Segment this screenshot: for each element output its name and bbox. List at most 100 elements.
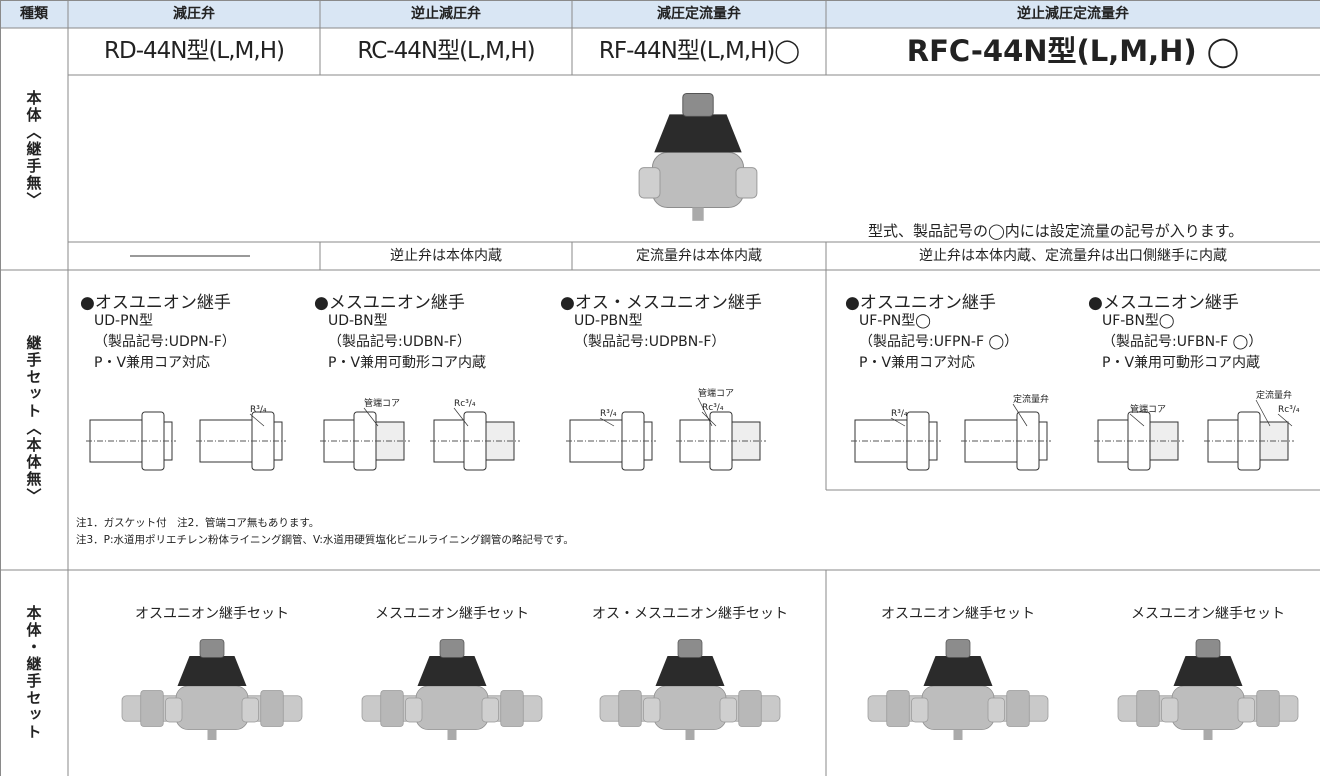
set-title: メスユニオン継手セット <box>1131 606 1285 622</box>
fitting-diagram: R³/₄ 管端コア Rc³/₄ <box>566 387 766 471</box>
dome <box>417 656 487 686</box>
joint-line: UF-PN型◯ <box>859 313 931 329</box>
set-title: オス・メスユニオン継手セット <box>592 606 788 622</box>
port <box>1161 697 1179 723</box>
dome <box>177 656 247 686</box>
leader <box>1277 413 1293 427</box>
cap <box>682 93 714 117</box>
set-title: オスユニオン継手セット <box>135 606 289 622</box>
diagram-label: Rc³/₄ <box>1278 405 1300 415</box>
valve-image <box>361 639 543 740</box>
port <box>643 697 661 723</box>
valve-body <box>653 685 727 730</box>
joint-line: （製品記号:UDBN-F） <box>328 334 471 350</box>
valve-image <box>638 93 758 221</box>
model-name: RFC-44N型(L,M,H) ◯ <box>906 34 1240 68</box>
dome <box>1173 656 1243 686</box>
port <box>481 697 499 723</box>
leader <box>453 407 469 427</box>
cap <box>199 639 225 658</box>
valve-body <box>651 151 745 208</box>
nut <box>886 690 910 727</box>
joint-title: ●オス・メスユニオン継手 <box>560 293 762 313</box>
diagram-label: 管端コア <box>364 397 400 409</box>
joint-line: P・V兼用可動形コア内蔵 <box>1102 355 1261 371</box>
leader <box>1012 403 1028 427</box>
diagram-label: Rc³/₄ <box>702 403 724 413</box>
port <box>1237 697 1255 723</box>
leader <box>1129 413 1145 427</box>
joint-line: （製品記号:UFPN-F ◯） <box>859 334 1019 350</box>
diagram-label: R³/₄ <box>600 409 617 419</box>
cap <box>439 639 465 658</box>
joint-title: ●オスユニオン継手 <box>80 293 231 313</box>
note: 注1．ガスケット付 注2．管端コア無もあります。 <box>76 517 320 529</box>
section-label: 本体・継手セット <box>24 605 43 741</box>
column-header: 逆止減圧弁 <box>411 6 481 22</box>
column-header: 逆止減圧定流量弁 <box>1017 6 1129 22</box>
column-header: 減圧弁 <box>173 6 215 22</box>
port <box>241 697 259 723</box>
column-header: 減圧定流量弁 <box>657 6 741 22</box>
joint-title: ●メスユニオン継手 <box>314 293 465 313</box>
stem <box>1203 729 1213 740</box>
valve-image <box>121 639 303 740</box>
nut <box>738 690 762 727</box>
image-note: 型式、製品記号の◯内には設定流量の記号が入ります。 <box>868 222 1244 240</box>
set-title: オスユニオン継手セット <box>881 606 1035 622</box>
nut <box>260 690 284 727</box>
port <box>911 697 929 723</box>
nut <box>140 690 164 727</box>
fitting-part <box>323 419 355 463</box>
joint-line: （製品記号:UDPN-F） <box>94 334 236 350</box>
feature: 逆止弁は本体内蔵、定流量弁は出口側継手に内蔵 <box>919 248 1227 264</box>
cap <box>1195 639 1221 658</box>
model-name: RD-44N型(L,M,H) <box>104 38 285 64</box>
set-title: メスユニオン継手セット <box>375 606 529 622</box>
section-label: 継手セット〈本体無〉 <box>24 335 43 505</box>
fitting-diagram: R³/₄ 定流量弁 <box>851 393 1051 471</box>
port <box>638 167 661 199</box>
dome <box>654 114 742 153</box>
valve-body <box>921 685 995 730</box>
joint-line: P・V兼用可動形コア内蔵 <box>328 355 487 371</box>
leader <box>249 413 265 427</box>
cap <box>677 639 703 658</box>
fitting-diagram: 管端コア 定流量弁 Rc³/₄ <box>1094 389 1300 471</box>
nut <box>380 690 404 727</box>
diagram-label: 定流量弁 <box>1256 389 1292 401</box>
diagram-label: 管端コア <box>1130 403 1166 415</box>
leader <box>1255 399 1271 427</box>
valve-image <box>867 639 1049 740</box>
stem <box>685 729 695 740</box>
nut <box>618 690 642 727</box>
valve-body <box>415 685 489 730</box>
stem <box>692 207 704 221</box>
dome <box>655 656 725 686</box>
port <box>405 697 423 723</box>
joint-line: UD-PN型 <box>94 313 153 329</box>
nut <box>1256 690 1280 727</box>
leader <box>701 411 717 427</box>
fitting-diagram: 管端コア Rc³/₄ <box>320 397 520 471</box>
diagram-label: 管端コア <box>698 387 734 399</box>
port <box>987 697 1005 723</box>
diagram-label: R³/₄ <box>250 405 267 415</box>
leader <box>363 407 379 427</box>
joint-title: ●メスユニオン継手 <box>1088 293 1239 313</box>
valve-body <box>175 685 249 730</box>
section-label: 本体〈継手無〉 <box>24 89 43 209</box>
port <box>719 697 737 723</box>
leader <box>599 417 615 427</box>
dome <box>923 656 993 686</box>
feature: 定流量弁は本体内蔵 <box>636 248 762 264</box>
joint-line: （製品記号:UDPBN-F） <box>574 334 726 350</box>
model-name: RC-44N型(L,M,H) <box>357 38 535 64</box>
leader <box>697 397 713 427</box>
diagram-label: R³/₄ <box>891 409 908 419</box>
nut <box>500 690 524 727</box>
stem <box>447 729 457 740</box>
stem <box>207 729 217 740</box>
